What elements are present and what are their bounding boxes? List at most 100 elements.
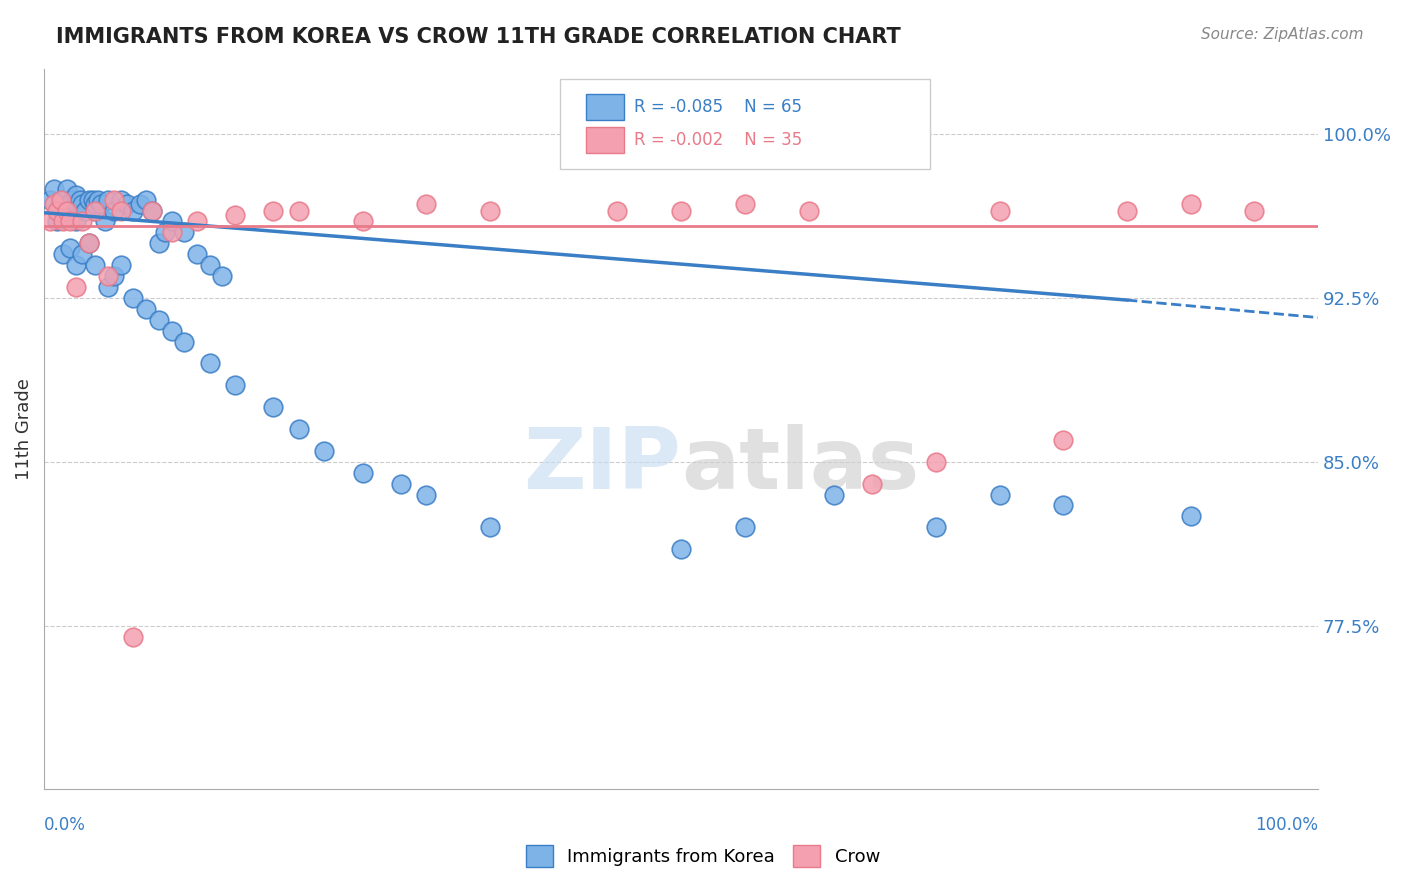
Point: [135, 301, 157, 316]
Point: [415, 487, 437, 501]
Point: [77, 236, 100, 251]
Point: [606, 203, 628, 218]
Point: [49, 193, 72, 207]
Point: [198, 258, 221, 272]
Point: [56, 203, 79, 218]
Point: [72, 197, 94, 211]
Point: [48, 203, 70, 218]
Point: [148, 312, 170, 326]
Point: [135, 193, 157, 207]
Point: [1052, 499, 1074, 513]
Point: [97, 280, 120, 294]
Point: [97, 268, 120, 283]
Point: [122, 630, 145, 644]
Point: [479, 203, 502, 218]
Point: [352, 466, 374, 480]
Point: [103, 203, 125, 218]
Point: [173, 334, 195, 349]
Point: [58, 197, 80, 211]
Point: [94, 214, 117, 228]
Point: [110, 193, 132, 207]
Point: [224, 378, 246, 392]
Point: [198, 356, 221, 370]
Text: ZIP: ZIP: [523, 424, 681, 507]
Point: [45, 203, 67, 218]
Point: [479, 520, 502, 534]
Point: [141, 203, 163, 218]
Point: [69, 193, 91, 207]
Point: [160, 214, 183, 228]
Point: [60, 193, 83, 207]
Point: [84, 203, 107, 218]
Point: [669, 203, 692, 218]
Point: [84, 197, 107, 211]
Point: [65, 258, 87, 272]
Point: [52, 214, 75, 228]
Point: [186, 214, 208, 228]
Point: [160, 324, 183, 338]
Point: [389, 476, 412, 491]
Text: atlas: atlas: [681, 424, 920, 507]
Point: [160, 225, 183, 239]
Point: [797, 203, 820, 218]
Point: [115, 197, 138, 211]
Point: [734, 197, 756, 211]
Point: [72, 247, 94, 261]
Point: [58, 241, 80, 255]
Point: [925, 520, 948, 534]
Point: [211, 268, 233, 283]
Point: [352, 214, 374, 228]
Point: [415, 197, 437, 211]
Point: [669, 542, 692, 557]
Point: [58, 214, 80, 228]
Point: [1180, 197, 1202, 211]
Point: [314, 443, 336, 458]
Point: [925, 455, 948, 469]
Point: [141, 203, 163, 218]
FancyBboxPatch shape: [560, 79, 929, 169]
Point: [823, 487, 845, 501]
Y-axis label: 11th Grade: 11th Grade: [15, 378, 32, 480]
Point: [988, 487, 1011, 501]
Point: [122, 203, 145, 218]
Point: [77, 193, 100, 207]
Point: [103, 193, 125, 207]
Point: [65, 214, 87, 228]
Point: [1243, 203, 1265, 218]
Point: [82, 193, 104, 207]
Point: [262, 203, 284, 218]
Point: [153, 225, 176, 239]
Point: [288, 422, 311, 436]
Point: [39, 193, 62, 207]
Point: [288, 203, 311, 218]
Point: [224, 208, 246, 222]
Text: R = -0.085    N = 65: R = -0.085 N = 65: [634, 98, 801, 117]
Point: [84, 203, 107, 218]
Point: [77, 236, 100, 251]
Point: [44, 182, 66, 196]
Point: [86, 193, 108, 207]
Point: [1180, 509, 1202, 524]
Text: 100.0%: 100.0%: [1256, 815, 1319, 834]
Point: [860, 476, 883, 491]
FancyBboxPatch shape: [585, 95, 624, 120]
Point: [734, 520, 756, 534]
Text: IMMIGRANTS FROM KOREA VS CROW 11TH GRADE CORRELATION CHART: IMMIGRANTS FROM KOREA VS CROW 11TH GRADE…: [56, 27, 901, 46]
Point: [186, 247, 208, 261]
Legend: Immigrants from Korea, Crow: Immigrants from Korea, Crow: [519, 838, 887, 874]
Point: [103, 268, 125, 283]
Point: [97, 193, 120, 207]
Point: [1052, 433, 1074, 447]
Point: [52, 193, 75, 207]
Point: [39, 214, 62, 228]
Point: [148, 236, 170, 251]
FancyBboxPatch shape: [585, 127, 624, 153]
Point: [84, 258, 107, 272]
Point: [45, 214, 67, 228]
Point: [44, 197, 66, 211]
Text: Source: ZipAtlas.com: Source: ZipAtlas.com: [1201, 27, 1364, 42]
Text: R = -0.002    N = 35: R = -0.002 N = 35: [634, 131, 803, 149]
Point: [1116, 203, 1139, 218]
Point: [173, 225, 195, 239]
Point: [65, 280, 87, 294]
